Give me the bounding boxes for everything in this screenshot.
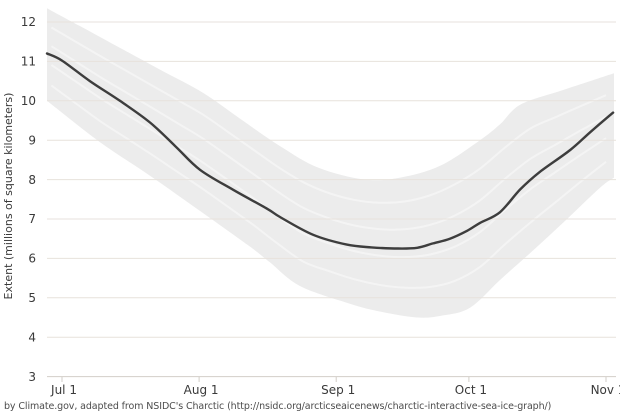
band-texture-streak: [50, 45, 607, 231]
y-tick-label: 9: [28, 133, 36, 147]
y-tick-label: 3: [28, 370, 36, 384]
y-tick-label: 8: [28, 173, 36, 187]
x-tick-label: Oct 1: [455, 383, 487, 397]
y-tick-label: 5: [28, 291, 36, 305]
y-tick-label: 12: [21, 15, 36, 29]
y-axis-label: Extent (millions of square kilometers): [2, 93, 15, 300]
chart-canvas: 3 4 5 6 7 8 9 10 11 12 Jul 1 Aug 1 Sep 1 Oct 1 Nov 1 Ex…: [2, 8, 620, 397]
y-tick-label: 6: [28, 252, 36, 266]
y-tick-label: 11: [21, 55, 36, 69]
sea-ice-extent-line: [45, 52, 615, 250]
y-tick-label: 4: [28, 330, 36, 344]
x-tick-label: Aug 1: [184, 383, 219, 397]
x-tick-label: Sep 1: [321, 383, 355, 397]
historical-range-band: [47, 8, 614, 318]
x-tick-label: Jul 1: [50, 383, 77, 397]
y-tick-label: 7: [28, 212, 36, 226]
band-texture-streak: [50, 84, 607, 289]
attribution-caption: by Climate.gov, adapted from NSIDC's Cha…: [4, 401, 552, 412]
sea-ice-extent-chart: 3 4 5 6 7 8 9 10 11 12 Jul 1 Aug 1 Sep 1 Oct 1 Nov 1 Ex…: [2, 8, 620, 397]
x-tick-label: Nov 1: [591, 383, 620, 397]
band-texture-streak: [50, 64, 607, 259]
y-tick-label: 10: [21, 94, 36, 108]
band-texture-streak: [50, 26, 607, 204]
